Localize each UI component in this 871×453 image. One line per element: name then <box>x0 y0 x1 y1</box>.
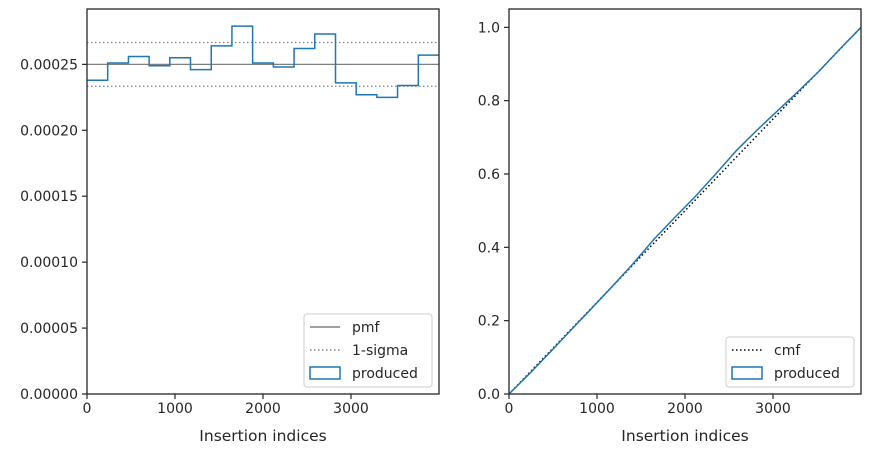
y-tick-label: 0.00000 <box>20 387 78 403</box>
y-tick-label: 0.00005 <box>20 321 78 337</box>
x-axis-label: Insertion indices <box>621 427 748 445</box>
legend-box <box>303 313 433 388</box>
x-tick-label: 3000 <box>333 401 369 417</box>
x-tick-label: 0 <box>505 401 514 417</box>
legend: cmf produced <box>725 336 855 388</box>
axes-frame <box>508 8 862 395</box>
y-tick-label: 0.00020 <box>20 123 78 139</box>
x-axis-label: Insertion indices <box>199 427 326 445</box>
x-tick-label: 3000 <box>755 401 791 417</box>
legend-label-produced: produced <box>352 366 418 382</box>
x-tick-label: 2000 <box>667 401 703 417</box>
legend-label-cmf: cmf <box>774 343 801 359</box>
legend-handle-produced <box>731 366 763 380</box>
legend-label-1-sigma: 1-sigma <box>352 343 408 359</box>
y-tick-label: 0.8 <box>478 94 500 110</box>
y-tick-label: 1.0 <box>478 20 500 36</box>
y-tick-label: 0.0 <box>478 387 500 403</box>
y-tick-label: 0.00015 <box>20 189 78 205</box>
y-tick-label: 0.6 <box>478 167 500 183</box>
legend-handle-produced <box>309 366 341 380</box>
y-tick-label: 0.4 <box>478 240 500 256</box>
x-tick-label: 1000 <box>157 401 193 417</box>
cumulative-panel: 0 1000 2000 3000 0.0 0.2 0.4 0.6 0.8 1.0 Insertion… <box>478 8 862 445</box>
series-produced-step <box>87 25 439 99</box>
histogram-panel: 0 1000 2000 3000 0.00000 0.00005 0.00010 0.0001… <box>20 8 440 445</box>
x-tick-label: 2000 <box>245 401 281 417</box>
x-tick-label: 1000 <box>579 401 615 417</box>
legend-label-pmf: pmf <box>352 320 381 336</box>
x-tick-label: 0 <box>83 401 92 417</box>
legend-label-produced: produced <box>774 366 840 382</box>
legend: pmf 1-sigma produced <box>303 313 433 388</box>
y-tick-label: 0.00025 <box>20 57 78 73</box>
series-produced-line <box>508 26 862 395</box>
y-tick-label: 0.00010 <box>20 255 78 271</box>
legend-box <box>725 336 855 388</box>
y-tick-label: 0.2 <box>478 314 500 330</box>
